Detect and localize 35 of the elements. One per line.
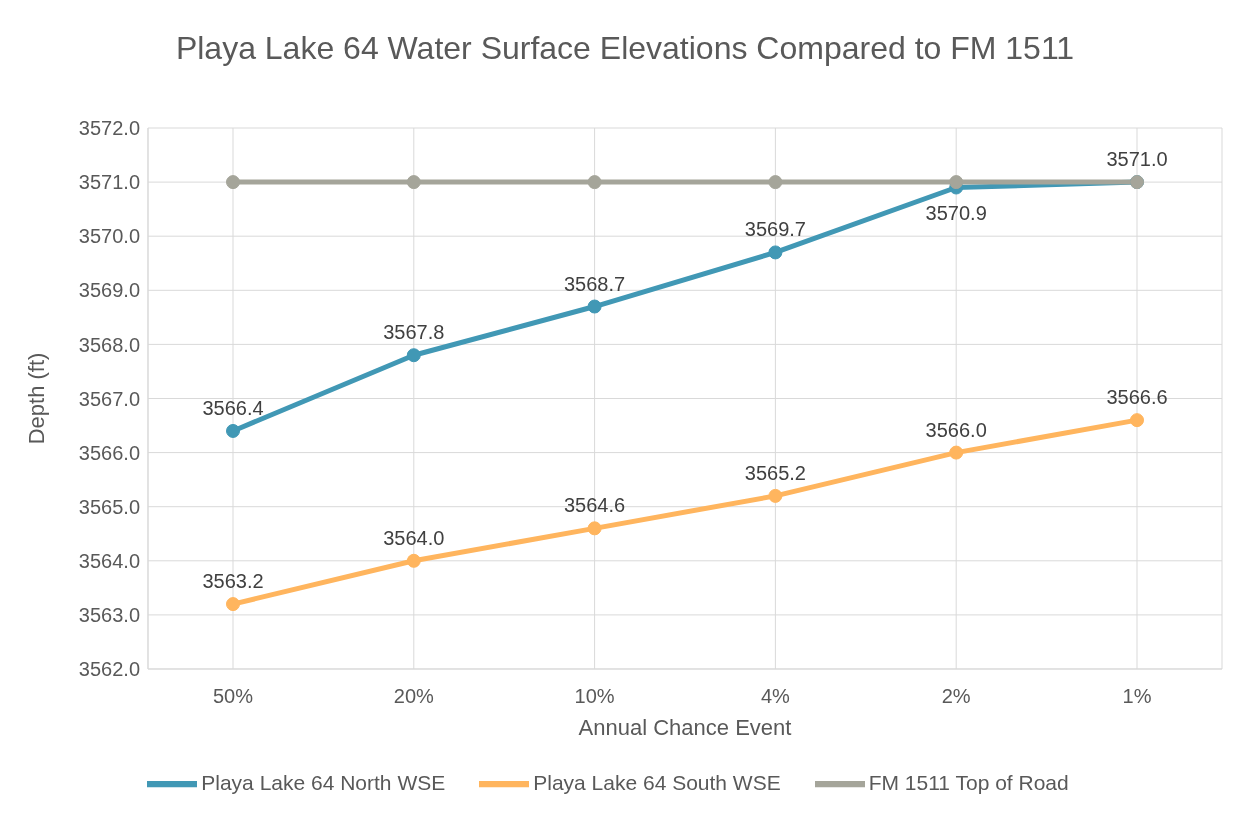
y-tick-label: 3564.0 [78, 549, 140, 572]
x-tick-label: 10% [574, 685, 615, 708]
y-axis-title: Depth (ft) [23, 352, 49, 445]
legend-label: Playa Lake 64 North WSE [201, 770, 446, 794]
y-tick-label: 3571.0 [78, 171, 140, 194]
data-label: 3568.7 [564, 272, 626, 295]
y-tick-label: 3565.0 [78, 495, 140, 518]
y-tick-label: 3569.0 [78, 279, 140, 302]
data-label: 3565.2 [744, 461, 806, 484]
x-axis-title: Annual Chance Event [578, 715, 792, 740]
y-tick-label: 3563.0 [78, 604, 140, 626]
data-label: 3566.6 [1106, 386, 1168, 409]
data-label: 3564.0 [383, 526, 445, 549]
data-label: 3570.9 [925, 201, 987, 224]
y-tick-label: 3566.0 [78, 441, 140, 464]
x-tick-label: 2% [941, 685, 971, 708]
data-label: 3564.6 [564, 494, 626, 517]
data-label: 3566.4 [202, 396, 264, 419]
data-label: 3569.7 [744, 218, 806, 241]
x-tick-label: 20% [393, 685, 435, 708]
y-tick-label: 3567.0 [78, 387, 140, 410]
x-tick-label: 1% [1122, 685, 1152, 708]
chart-title: Playa Lake 64 Water Surface Elevations Compared to FM 1511 [174, 29, 1076, 68]
x-tick-label: 50% [212, 685, 254, 708]
y-tick-label: 3568.0 [78, 333, 140, 356]
data-label: 3566.0 [925, 418, 987, 441]
y-tick-label: 3572.0 [78, 117, 140, 140]
data-label: 3567.8 [383, 321, 445, 344]
legend-label: FM 1511 Top of Road [868, 770, 1069, 794]
y-tick-label: 3570.0 [78, 225, 140, 248]
data-label: 3571.0 [1106, 148, 1168, 171]
legend-label: Playa Lake 64 South WSE [533, 770, 781, 794]
data-label: 3563.2 [202, 570, 264, 593]
x-tick-label: 4% [760, 685, 791, 708]
y-tick-label: 3562.0 [78, 658, 140, 681]
